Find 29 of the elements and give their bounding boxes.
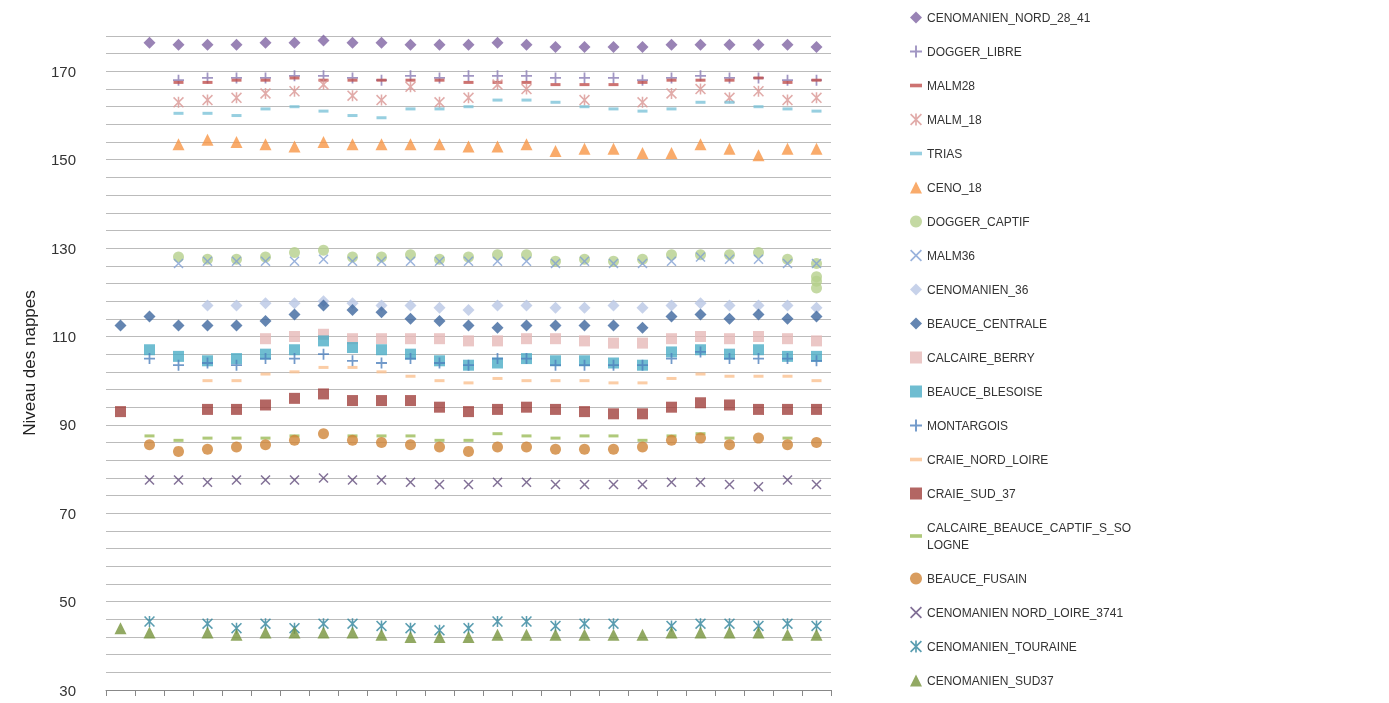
y-tick-label: 50 <box>59 593 76 611</box>
y-tick-label: 170 <box>50 62 76 80</box>
legend-label: CENOMANIEN_TOURAINE <box>927 639 1077 654</box>
legend-label: CENOMANIEN_SUD37 <box>927 673 1055 688</box>
y-tick-label: 70 <box>59 504 76 522</box>
y-tick-label: 90 <box>59 416 76 434</box>
y-tick-label: 30 <box>59 681 76 699</box>
legend-label: BEAUCE_BLESOISE <box>927 384 1043 399</box>
y-tick-label: 110 <box>52 327 76 345</box>
legend-label: CALCAIRE_BERRY <box>927 350 1035 365</box>
legend-label: MALM36 <box>927 248 976 263</box>
y-axis-title: Niveau des nappes <box>20 290 39 436</box>
legend-label: MONTARGOIS <box>927 418 1009 433</box>
legend-label: BEAUCE_FUSAIN <box>927 571 1028 586</box>
legend-label: CRAIE_NORD_LOIRE <box>927 452 1049 467</box>
legend-label: MALM28 <box>927 78 976 93</box>
legend-label: TRIAS <box>927 146 963 161</box>
legend-label: BEAUCE_CENTRALE <box>927 316 1048 331</box>
legend-label: MALM_18 <box>927 112 983 127</box>
legend-label: CENOMANIEN_NORD_28_41 <box>927 10 1091 25</box>
legend-label: CENO_18 <box>927 180 983 195</box>
legend-label: CRAIE_SUD_37 <box>927 486 1017 501</box>
y-tick-label: 150 <box>50 151 76 169</box>
legend-label: CENOMANIEN_36 <box>927 282 1029 297</box>
legend-label: CENOMANIEN NORD_LOIRE_3741 <box>927 605 1124 620</box>
legend-label: DOGGER_LIBRE <box>927 44 1022 59</box>
legend-label: DOGGER_CAPTIF <box>927 214 1030 229</box>
legend-label: CALCAIRE_BEAUCE_CAPTIF_S_SOLOGNE <box>927 520 1132 552</box>
y-tick-label: 130 <box>50 239 76 257</box>
